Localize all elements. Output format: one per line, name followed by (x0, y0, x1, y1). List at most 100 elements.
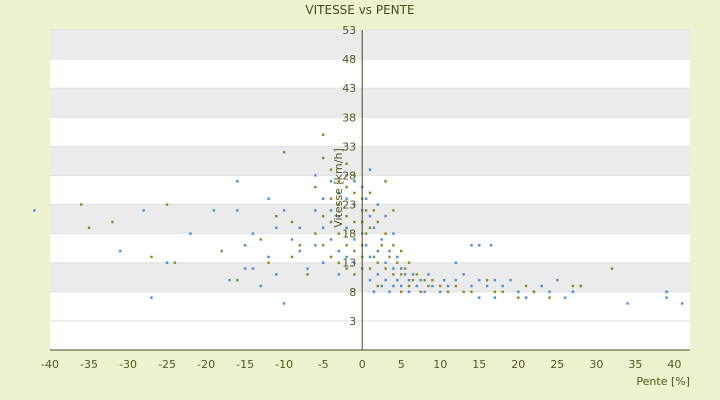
x-tick-label: -15 (236, 358, 254, 371)
x-tick-label: -10 (275, 358, 293, 371)
data-point (392, 267, 395, 270)
data-point (485, 284, 489, 288)
data-point (329, 238, 333, 241)
x-tick-label: -25 (158, 358, 176, 371)
data-point (626, 302, 629, 305)
data-point (372, 290, 376, 294)
data-point (329, 220, 333, 224)
data-point (540, 284, 543, 288)
data-point (345, 185, 348, 189)
data-point (478, 296, 481, 299)
data-point (353, 180, 356, 183)
data-point (337, 232, 340, 235)
y-tick-label: 53 (342, 24, 356, 37)
y-tick-label: 48 (342, 53, 356, 66)
y-tick-label: 8 (349, 286, 356, 299)
data-point (563, 296, 567, 299)
data-point (380, 244, 383, 247)
data-point (478, 278, 481, 282)
data-point (427, 284, 430, 288)
data-point (275, 226, 278, 230)
data-point (298, 226, 301, 230)
data-point (251, 267, 255, 270)
data-point (243, 267, 247, 270)
data-point (337, 180, 340, 183)
data-point (509, 278, 512, 282)
data-point (384, 180, 387, 183)
data-point (290, 255, 294, 259)
data-point (111, 220, 114, 224)
data-point (345, 226, 348, 230)
data-point (392, 232, 395, 235)
data-point (220, 249, 223, 253)
grid (50, 29, 690, 322)
data-point (321, 214, 325, 218)
x-tick-label: 40 (667, 358, 681, 371)
data-point (337, 191, 340, 195)
data-point (431, 278, 434, 282)
x-tick-label: -30 (119, 358, 137, 371)
data-point (236, 278, 239, 282)
data-point (150, 296, 153, 299)
data-point (275, 214, 278, 218)
data-point (403, 267, 407, 270)
data-point (368, 191, 372, 195)
data-point (267, 255, 270, 259)
data-point (364, 209, 368, 212)
data-point (368, 267, 372, 270)
data-point (517, 296, 520, 299)
data-point (353, 249, 356, 253)
data-point (298, 244, 301, 247)
data-point (680, 302, 684, 305)
data-point (493, 290, 497, 294)
data-point (345, 267, 348, 270)
data-point (353, 220, 356, 224)
data-point (364, 197, 368, 200)
data-point (329, 168, 333, 171)
data-point (396, 278, 399, 282)
data-point (380, 284, 383, 288)
data-point (392, 273, 395, 276)
data-point (372, 255, 376, 259)
data-point (415, 284, 419, 288)
data-point (364, 244, 368, 247)
data-point (345, 255, 348, 259)
data-point (368, 226, 372, 230)
data-point (524, 284, 528, 288)
data-point (267, 197, 270, 200)
data-point (388, 290, 391, 294)
data-point (556, 278, 559, 282)
x-tick-label: -5 (318, 358, 329, 371)
data-point (665, 296, 668, 299)
data-point (400, 290, 403, 294)
data-point (80, 203, 83, 206)
data-point (489, 244, 493, 247)
data-point (392, 284, 395, 288)
data-point (548, 296, 551, 299)
data-point (243, 244, 247, 247)
plot-area (50, 30, 690, 350)
data-point (259, 238, 262, 241)
data-point (345, 174, 348, 177)
data-point (87, 226, 91, 230)
x-tick-label: 5 (398, 358, 405, 371)
data-point (392, 244, 395, 247)
data-point (290, 220, 294, 224)
data-point (337, 203, 340, 206)
data-point (314, 209, 317, 212)
x-axis-label: Pente [%] (636, 375, 690, 388)
data-point (372, 209, 376, 212)
plot-background (50, 30, 690, 350)
data-point (439, 284, 442, 288)
data-point (353, 273, 356, 276)
data-point (282, 150, 286, 154)
grid-band (50, 88, 690, 118)
x-tick-label: -35 (80, 358, 98, 371)
data-point (419, 278, 422, 282)
data-point (353, 191, 356, 195)
chart-title: VITESSE vs PENTE (305, 3, 414, 17)
data-point (411, 273, 415, 276)
data-point (368, 255, 372, 259)
data-point (337, 261, 340, 264)
